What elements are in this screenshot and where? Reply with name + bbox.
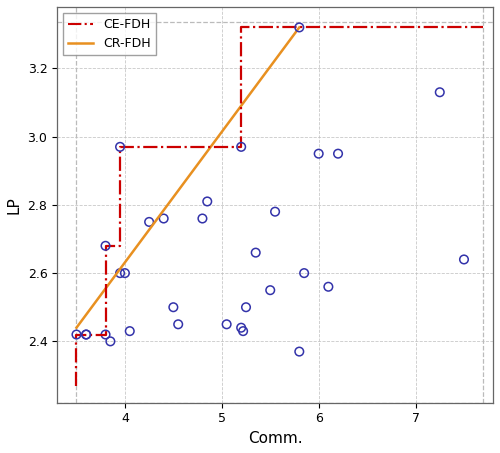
Point [116, 270, 124, 277]
Point [237, 324, 245, 331]
Point [242, 304, 250, 311]
Point [102, 331, 110, 338]
Point [174, 321, 182, 328]
Point [222, 321, 230, 328]
Point [116, 143, 124, 150]
Point [271, 208, 279, 215]
Point [82, 331, 90, 338]
Point [237, 143, 245, 150]
Point [300, 270, 308, 277]
Point [121, 270, 129, 277]
Point [126, 328, 134, 335]
Point [239, 328, 247, 335]
Point [296, 24, 304, 31]
Point [252, 249, 260, 256]
Point [204, 198, 212, 205]
Point [436, 89, 444, 96]
Point [314, 150, 322, 157]
Point [106, 338, 114, 345]
Legend: CE-FDH, CR-FDH: CE-FDH, CR-FDH [64, 13, 156, 55]
Point [72, 331, 80, 338]
Point [296, 348, 304, 355]
X-axis label: Comm.: Comm. [248, 431, 302, 446]
Point [460, 256, 468, 263]
Point [102, 242, 110, 250]
Point [82, 331, 90, 338]
Point [334, 150, 342, 157]
Y-axis label: LP: LP [7, 196, 22, 214]
Point [324, 283, 332, 290]
Point [170, 304, 177, 311]
Point [266, 287, 274, 294]
Point [198, 215, 206, 222]
Point [145, 218, 153, 226]
Point [160, 215, 168, 222]
